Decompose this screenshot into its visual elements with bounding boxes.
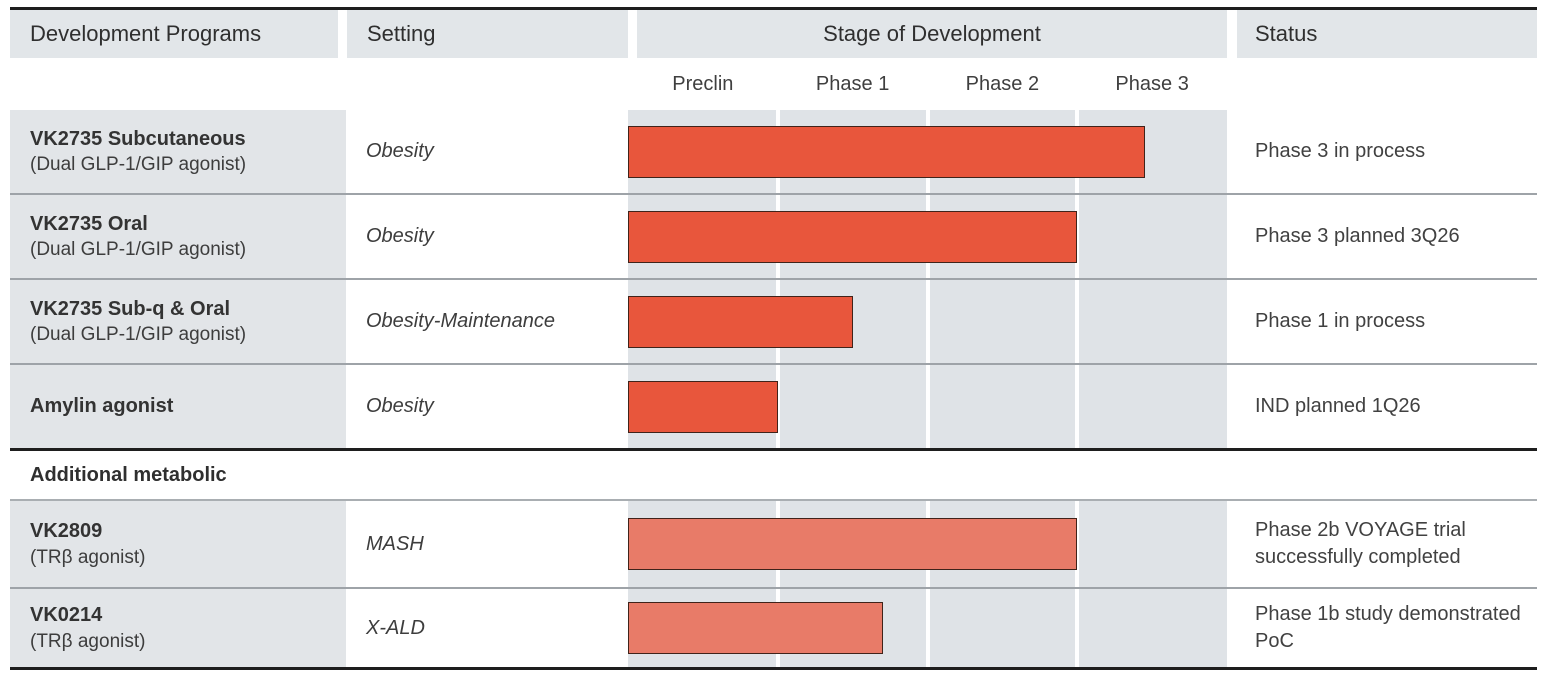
phase-subheader: Preclin Phase 1 Phase 2 Phase 3: [10, 58, 1537, 110]
setting-cell: MASH: [346, 501, 628, 587]
stage-cell: [628, 110, 1227, 193]
phase-label-phase3: Phase 3: [1115, 72, 1189, 95]
phase-gridline: [925, 365, 930, 448]
status-cell: Phase 1b study demonstrated PoC: [1237, 589, 1537, 667]
program-cell: VK0214 (TRβ agonist): [10, 589, 346, 667]
phase-gridline: [1075, 589, 1080, 667]
phase-gridline: [925, 589, 930, 667]
header-gap: [628, 10, 637, 58]
setting-cell: Obesity: [346, 365, 628, 448]
stage-cell: [628, 365, 1227, 448]
phase-gridline: [925, 280, 930, 363]
table-row: Amylin agonist Obesity IND planned 1Q26: [10, 363, 1537, 448]
stage-progress-bar: [628, 295, 853, 348]
stage-progress-bar: [628, 210, 1078, 263]
phase-label-phase2: Phase 2: [965, 72, 1040, 95]
header-status: Status: [1237, 10, 1537, 58]
table-row: VK2809 (TRβ agonist) MASH Phase 2b VOYAG…: [10, 499, 1537, 587]
column-gap: [1227, 110, 1237, 193]
program-cell: VK2735 Subcutaneous (Dual GLP-1/GIP agon…: [10, 110, 346, 193]
status-cell: Phase 3 in process: [1237, 110, 1537, 193]
setting-cell: Obesity: [346, 110, 628, 193]
header-gap: [1227, 10, 1237, 58]
table-row: VK2735 Oral (Dual GLP-1/GIP agonist) Obe…: [10, 193, 1537, 278]
stage-progress-bar: [628, 380, 778, 433]
stage-progress-bar: [628, 602, 883, 654]
table-row: VK2735 Sub-q & Oral (Dual GLP-1/GIP agon…: [10, 278, 1537, 363]
program-cell: VK2735 Sub-q & Oral (Dual GLP-1/GIP agon…: [10, 280, 346, 363]
stage-progress-bar: [628, 518, 1078, 570]
phase-gridline: [775, 365, 780, 448]
setting-cell: Obesity-Maintenance: [346, 280, 628, 363]
phase-labels: Preclin Phase 1 Phase 2 Phase 3: [628, 58, 1227, 110]
phase-gridline: [1075, 365, 1080, 448]
obesity-programs-group: VK2735 Subcutaneous (Dual GLP-1/GIP agon…: [10, 110, 1537, 451]
status-cell: IND planned 1Q26: [1237, 365, 1537, 448]
stage-cell: [628, 195, 1227, 278]
header-stage-of-development: Stage of Development: [637, 10, 1227, 58]
program-cell: VK2735 Oral (Dual GLP-1/GIP agonist): [10, 195, 346, 278]
program-name: VK2735 Sub-q & Oral: [30, 297, 231, 320]
status-cell: Phase 3 planned 3Q26: [1237, 195, 1537, 278]
stage-cell: [628, 280, 1227, 363]
header-gap: [338, 10, 347, 58]
program-subtitle: (Dual GLP-1/GIP agonist): [30, 324, 247, 346]
phase-label-phase1: Phase 1: [815, 72, 890, 95]
stage-cell: [628, 589, 1227, 667]
column-gap: [1227, 589, 1237, 667]
setting-cell: Obesity: [346, 195, 628, 278]
table-header: Development Programs Setting Stage of De…: [10, 10, 1537, 58]
column-gap: [1227, 501, 1237, 587]
table-row: VK0214 (TRβ agonist) X-ALD Phase 1b stud…: [10, 587, 1537, 667]
program-cell: VK2809 (TRβ agonist): [10, 501, 346, 587]
program-subtitle: (TRβ agonist): [30, 630, 146, 652]
setting-cell: X-ALD: [346, 589, 628, 667]
phase-gridline: [1075, 195, 1080, 278]
section-header-additional-metabolic: Additional metabolic: [10, 451, 1537, 499]
column-gap: [1227, 280, 1237, 363]
program-name: Amylin agonist: [30, 395, 174, 418]
header-setting: Setting: [347, 10, 628, 58]
status-cell: Phase 1 in process: [1237, 280, 1537, 363]
pipeline-table: Development Programs Setting Stage of De…: [10, 7, 1537, 670]
program-subtitle: (TRβ agonist): [30, 546, 146, 568]
table-row: VK2735 Subcutaneous (Dual GLP-1/GIP agon…: [10, 110, 1537, 193]
header-development-programs: Development Programs: [10, 10, 338, 58]
program-name: VK2735 Oral: [30, 212, 148, 235]
program-subtitle: (Dual GLP-1/GIP agonist): [30, 154, 247, 176]
program-subtitle: (Dual GLP-1/GIP agonist): [30, 239, 247, 261]
column-gap: [1227, 365, 1237, 448]
program-name: VK2809: [30, 520, 103, 543]
status-cell: Phase 2b VOYAGE trial successfully compl…: [1237, 501, 1537, 587]
stage-cell: [628, 501, 1227, 587]
stage-progress-bar: [628, 125, 1145, 178]
program-name: VK0214: [30, 604, 103, 627]
additional-metabolic-group: VK2809 (TRβ agonist) MASH Phase 2b VOYAG…: [10, 499, 1537, 667]
program-name: VK2735 Subcutaneous: [30, 127, 246, 150]
column-gap: [1227, 195, 1237, 278]
phase-label-preclin: Preclin: [672, 72, 734, 95]
phase-gridline: [1075, 501, 1080, 587]
program-cell: Amylin agonist: [10, 365, 346, 448]
phase-gridline: [1075, 280, 1080, 363]
